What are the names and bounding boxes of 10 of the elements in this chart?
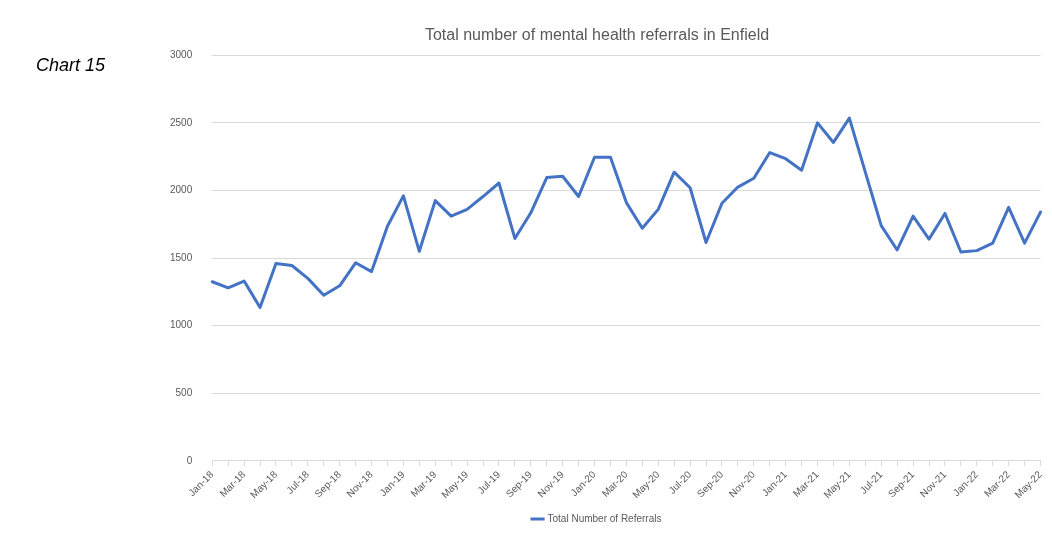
y-tick-label: 3000 — [170, 48, 193, 60]
y-tick-label: 2500 — [170, 116, 193, 128]
caption: Chart 15 — [36, 55, 107, 75]
chart-title: Total number of mental health referrals in Enfield — [424, 26, 770, 44]
y-tick-label: 2000 — [170, 184, 193, 196]
y-tick-label: 500 — [175, 387, 193, 399]
y-tick-label: 1000 — [170, 319, 193, 331]
y-tick-label: 1500 — [170, 251, 193, 263]
y-tick-label: 0 — [186, 454, 193, 466]
legend-label: Total Number of Referrals — [547, 512, 662, 524]
